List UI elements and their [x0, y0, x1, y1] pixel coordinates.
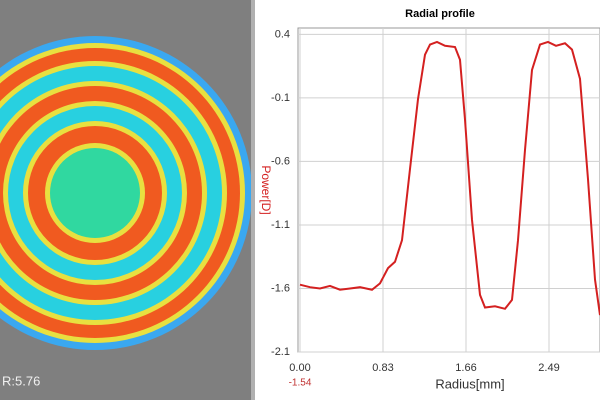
map-label: R:5.76 — [2, 373, 40, 388]
y-tick-label: -1.1 — [271, 219, 290, 231]
power-map — [0, 36, 251, 350]
divider — [251, 0, 255, 400]
x-tick-label: 2.49 — [538, 362, 559, 374]
plot-area — [297, 27, 600, 353]
y-tick-label: -0.1 — [271, 92, 290, 104]
y-tick-label: -2.1 — [271, 346, 290, 358]
y-axis-label: Power[D] — [259, 165, 273, 214]
x-axis-label: Radius[mm] — [435, 376, 504, 391]
x-tick-label: 0.83 — [372, 362, 393, 374]
data-line — [299, 40, 600, 316]
cursor-value: -1.54 — [289, 378, 312, 389]
x-tick-label: 0.00 — [289, 362, 310, 374]
chart-title: Radial profile — [405, 8, 475, 20]
x-tick-label: 1.66 — [455, 362, 476, 374]
y-tick-label: -0.6 — [271, 155, 290, 167]
y-tick-label: 0.4 — [275, 28, 290, 40]
y-tick-label: -1.6 — [271, 282, 290, 294]
